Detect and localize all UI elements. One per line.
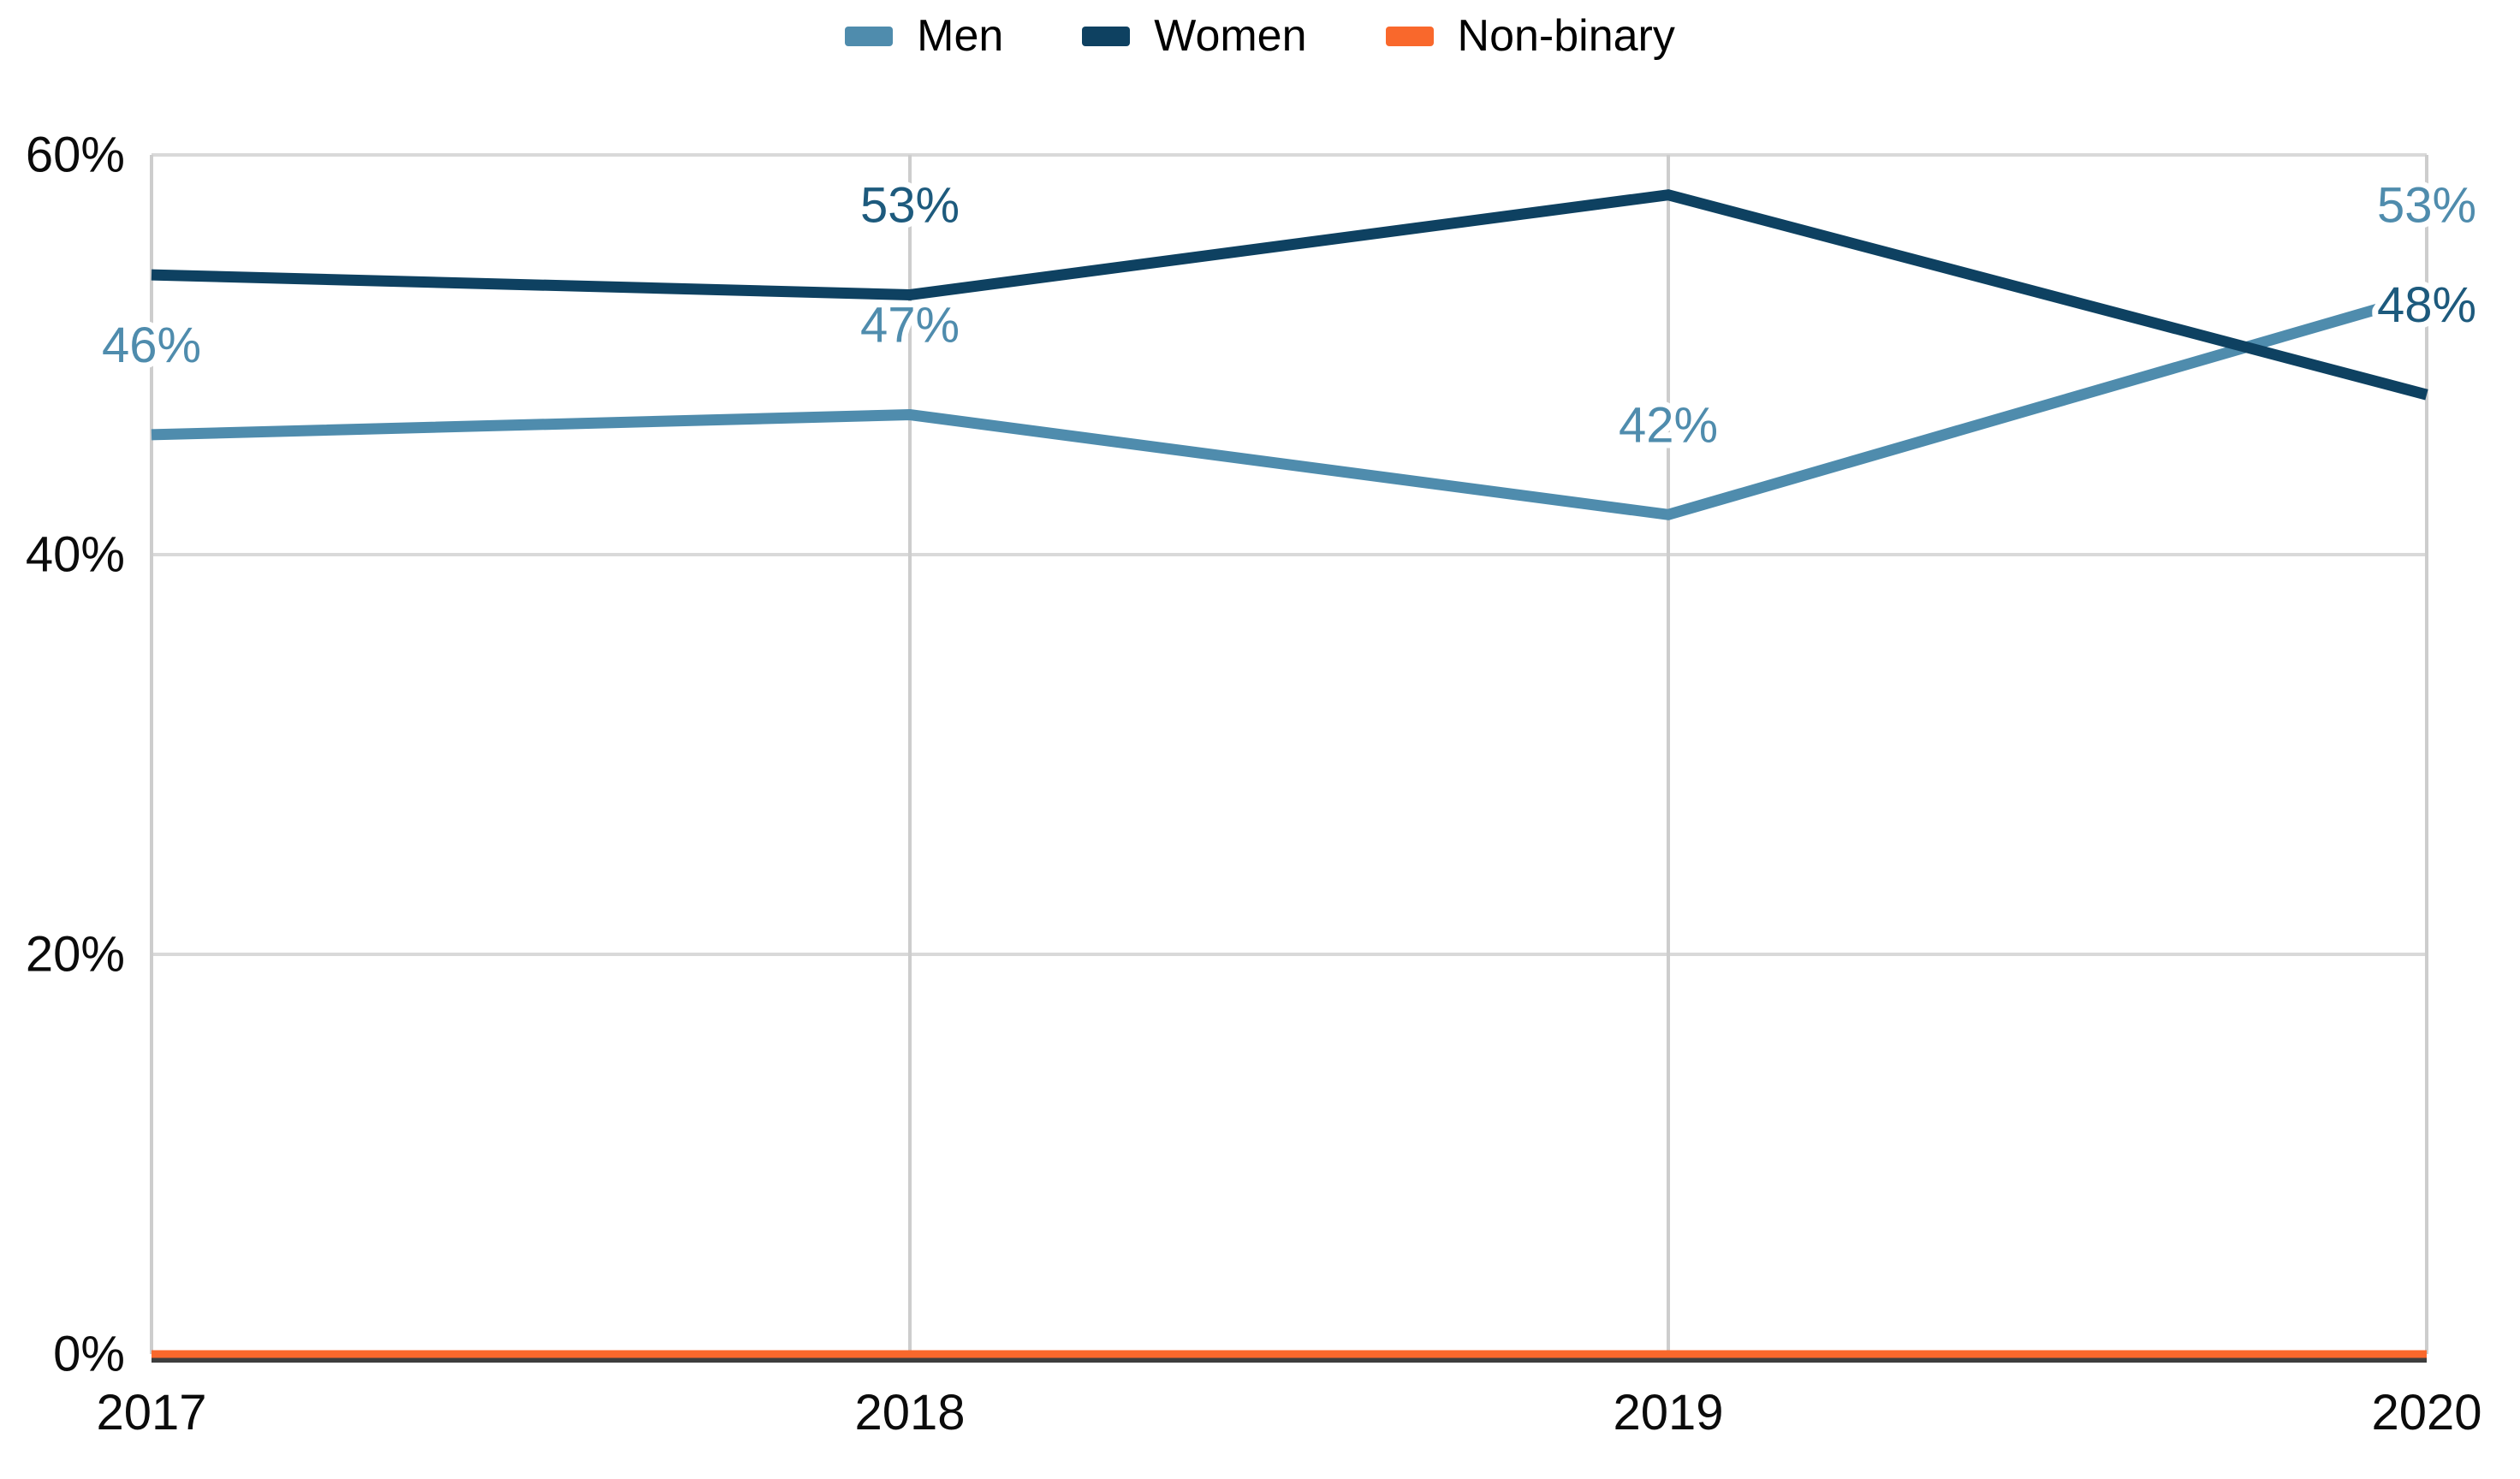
y-tick-label-60: 60%	[26, 128, 125, 183]
legend-label-non-binary: Non-binary	[1457, 11, 1675, 61]
point-label-men-2019: 42%	[1619, 397, 1718, 453]
legend-item-women: Women	[1082, 11, 1307, 61]
series-line-women	[151, 189, 2428, 401]
legend: Men Women Non-binary	[0, 14, 2520, 58]
x-tick-label-2019: 2019	[1613, 1385, 1723, 1440]
legend-label-men: Men	[917, 11, 1004, 61]
y-tick-label-20: 20%	[26, 927, 125, 983]
women-swatch-icon	[1082, 26, 1131, 46]
legend-item-non-binary: Non-binary	[1385, 11, 1675, 61]
point-label-women-2020: 48%	[2377, 277, 2476, 333]
series-line-men	[151, 289, 2428, 520]
x-tick-label-2020: 2020	[2371, 1385, 2481, 1440]
point-label-men-2018: 47%	[860, 298, 960, 353]
point-label-men-2017: 46%	[102, 318, 201, 373]
legend-label-women: Women	[1154, 11, 1307, 61]
non-binary-swatch-icon	[1385, 26, 1434, 46]
x-tick-label-2017: 2017	[96, 1385, 206, 1440]
point-label-women-2018: 53%	[860, 177, 960, 233]
men-swatch-icon	[845, 26, 894, 46]
x-tick-label-2018: 2018	[854, 1385, 965, 1440]
y-tick-label-0: 0%	[53, 1327, 125, 1382]
legend-item-men: Men	[845, 14, 1003, 58]
y-tick-label-40: 40%	[26, 527, 125, 583]
point-label-men-2020: 53%	[2377, 177, 2476, 233]
